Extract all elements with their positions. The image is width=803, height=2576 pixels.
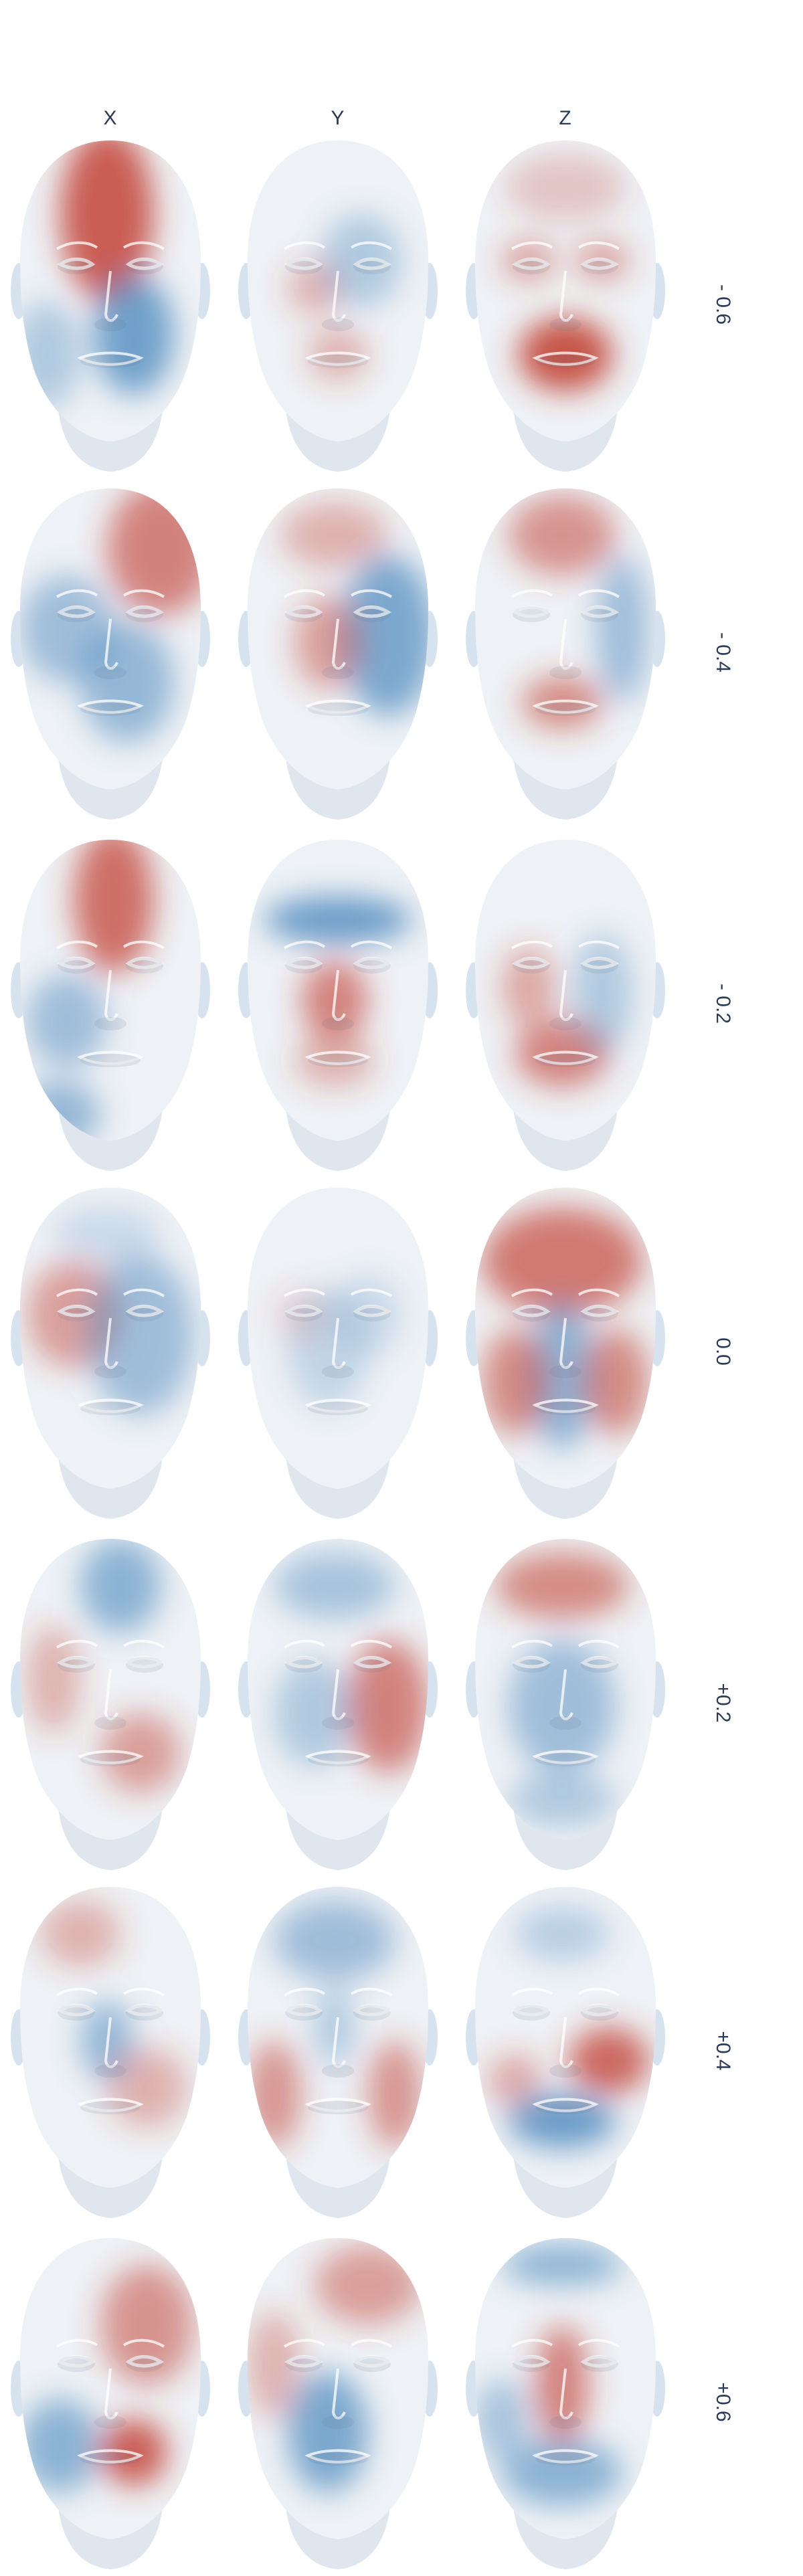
- face-render-x-row-2: [7, 482, 214, 823]
- heat-region: [80, 1539, 161, 1633]
- column-header-y: Y: [298, 107, 378, 130]
- heat-region: [248, 2041, 301, 2148]
- face-heatmap-svg: [7, 2231, 214, 2573]
- face-heatmap-svg: [462, 482, 669, 823]
- face-heatmap-svg: [7, 833, 214, 1174]
- face-heatmap-svg: [234, 833, 442, 1174]
- heat-region: [482, 1208, 642, 1315]
- face-render-x-row-4: [7, 1181, 214, 1522]
- face-heatmap-svg: [462, 1181, 669, 1522]
- heat-region: [315, 2245, 422, 2325]
- heat-region: [596, 555, 649, 703]
- face-heatmap-svg: [234, 482, 442, 823]
- heat-region: [569, 2027, 649, 2094]
- face-render-z-row-4: [462, 1181, 669, 1522]
- face-render-z-row-1: [462, 134, 669, 475]
- heat-region: [515, 1907, 609, 1960]
- face-render-y-row-4: [234, 1181, 442, 1522]
- face-heatmap-svg: [234, 134, 442, 475]
- row-label-plus-0-2: +0.2: [709, 1656, 736, 1750]
- face-heatmap-svg: [234, 2231, 442, 2573]
- face-render-x-row-3: [7, 833, 214, 1174]
- heat-region: [475, 2379, 529, 2459]
- heat-region: [509, 1773, 616, 1827]
- heat-region: [274, 1900, 395, 1981]
- heat-region: [87, 1255, 194, 1415]
- face-render-y-row-3: [234, 833, 442, 1174]
- heat-region: [281, 502, 388, 569]
- face-render-y-row-6: [234, 1880, 442, 2221]
- face-heatmap-svg: [7, 1181, 214, 1522]
- face-heatmap-svg: [462, 2231, 669, 2573]
- heat-region: [572, 933, 632, 1054]
- face-render-x-row-1: [7, 134, 214, 475]
- row-label-minus-0-4: - 0.4: [709, 606, 736, 699]
- row-label-plus-0-6: +0.6: [709, 2355, 736, 2449]
- row-label-plus-0-4: +0.4: [709, 2004, 736, 2098]
- face-render-y-row-1: [234, 134, 442, 475]
- heat-region: [288, 2372, 368, 2492]
- face-render-z-row-2: [462, 482, 669, 823]
- face-heatmap-svg: [234, 1181, 442, 1522]
- heat-region: [13, 301, 80, 408]
- heat-region: [94, 274, 174, 395]
- column-header-z: Z: [525, 107, 606, 130]
- face-heatmap-svg: [7, 134, 214, 475]
- heat-region: [74, 833, 154, 974]
- face-heatmap-svg: [7, 482, 214, 823]
- heat-region: [368, 2041, 422, 2148]
- face-heatmap-svg: [462, 1880, 669, 2221]
- face-render-z-row-3: [462, 833, 669, 1174]
- heat-region: [502, 2245, 622, 2285]
- heat-region: [582, 1328, 649, 1435]
- face-render-z-row-5: [462, 1532, 669, 1873]
- heat-region: [522, 676, 602, 729]
- face-render-y-row-2: [234, 482, 442, 823]
- heat-region: [54, 1208, 161, 1261]
- face-render-x-row-5: [7, 1532, 214, 1873]
- heat-region: [482, 1328, 549, 1435]
- face-render-x-row-7: [7, 2231, 214, 2573]
- face-heatmap-svg: [462, 1532, 669, 1873]
- heat-region: [80, 622, 174, 743]
- face-heatmap-svg: [7, 1880, 214, 2221]
- heat-region: [495, 1552, 629, 1619]
- heat-region: [274, 1552, 395, 1619]
- heat-region: [40, 1900, 120, 1967]
- face-heatmap-svg: [7, 1532, 214, 1873]
- heat-region: [264, 897, 412, 943]
- face-heatmap-svg: [462, 134, 669, 475]
- heat-region: [107, 2047, 187, 2128]
- row-label-0-0: 0.0: [709, 1305, 736, 1398]
- face-render-x-row-6: [7, 1880, 214, 2221]
- heat-region: [502, 2439, 622, 2506]
- face-render-y-row-7: [234, 2231, 442, 2573]
- face-render-y-row-5: [234, 1532, 442, 1873]
- heat-region: [20, 2399, 100, 2492]
- face-heatmap-svg: [234, 1532, 442, 1873]
- row-label-minus-0-6: - 0.6: [709, 258, 736, 351]
- row-label-minus-0-2: - 0.2: [709, 957, 736, 1050]
- heat-region: [505, 154, 626, 221]
- face-heatmap-svg: [462, 833, 669, 1174]
- face-heatmap-svg: [234, 1880, 442, 2221]
- face-render-z-row-7: [462, 2231, 669, 2573]
- heat-region: [509, 495, 616, 575]
- face-render-z-row-6: [462, 1880, 669, 2221]
- column-header-x: X: [70, 107, 151, 130]
